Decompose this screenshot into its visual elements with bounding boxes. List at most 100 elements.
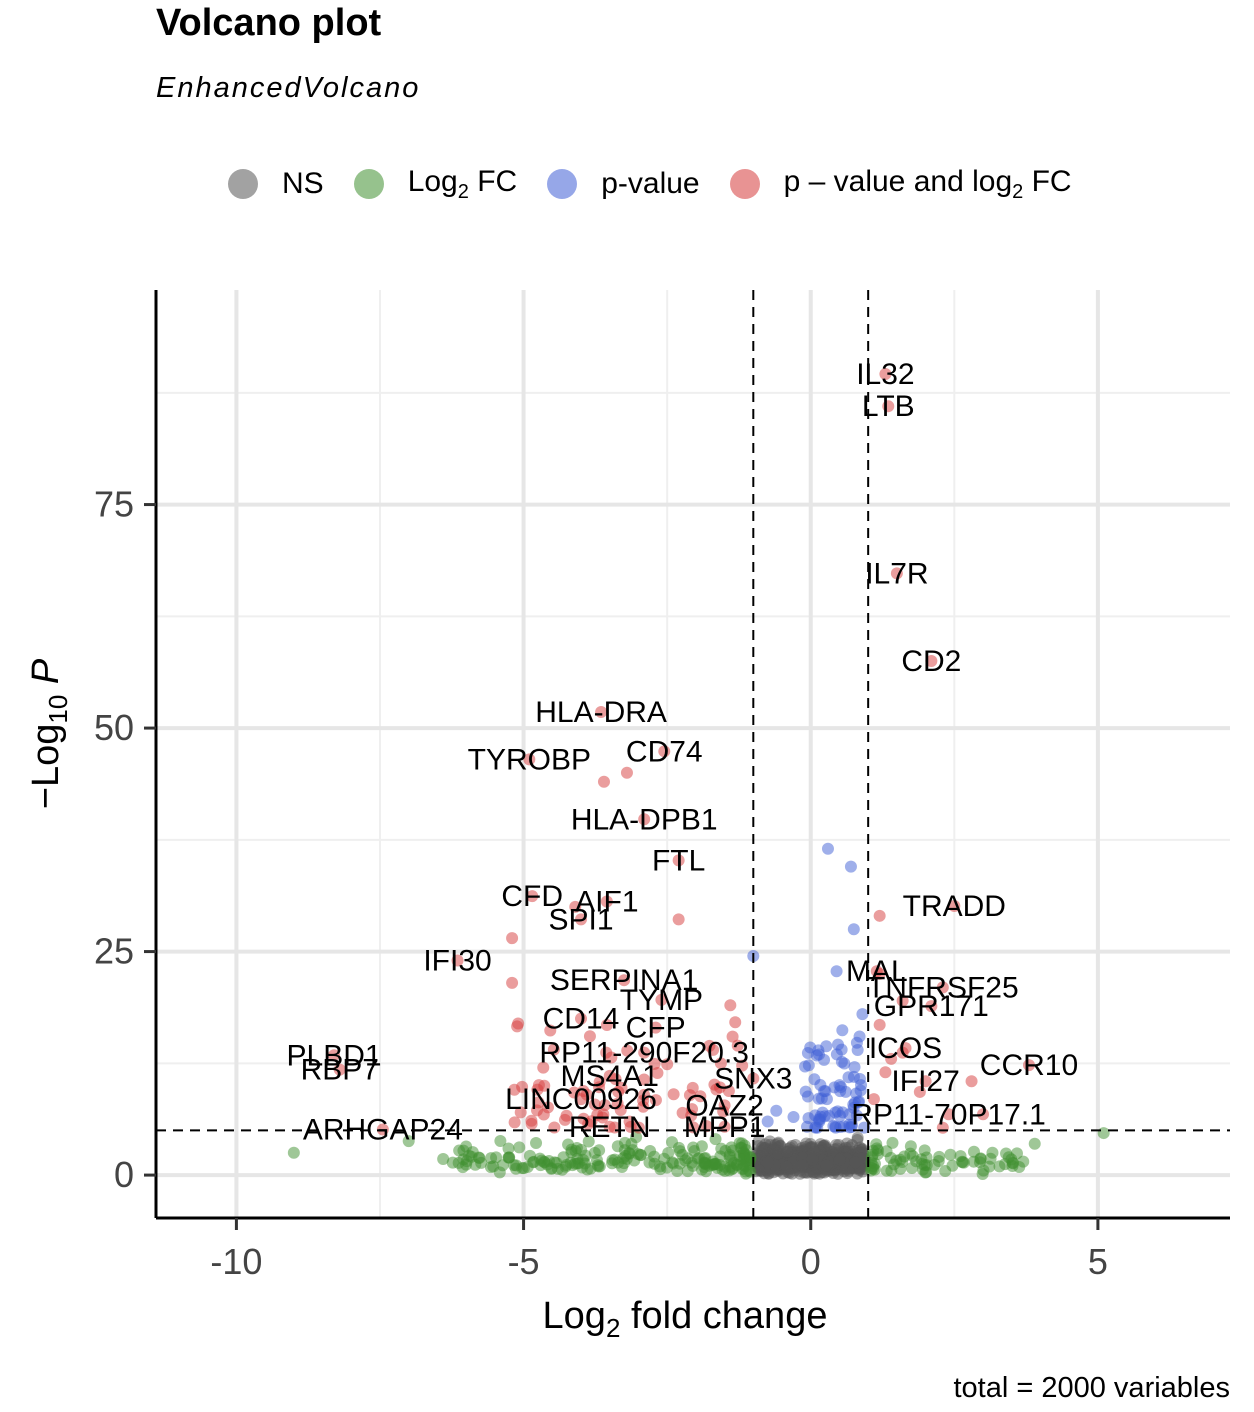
- gene-label: SNX3: [714, 1063, 792, 1096]
- point-p-fc: [618, 974, 631, 987]
- legend-item-log2fc: Log2 FC: [353, 165, 517, 204]
- y-tick-label: 50: [94, 707, 134, 748]
- point-p: [836, 1024, 849, 1037]
- x-tick-label: -5: [508, 1241, 540, 1282]
- point-p-fc: [328, 1049, 341, 1062]
- point-fc: [513, 1141, 526, 1154]
- point-fc: [939, 1165, 952, 1178]
- gene-label: SERPINA1: [550, 964, 698, 997]
- point-p-fc: [577, 1112, 590, 1125]
- point-fc: [933, 1150, 946, 1163]
- chart-title: Volcano plot: [156, 2, 382, 44]
- point-p-fc: [541, 1101, 554, 1114]
- point-fc: [503, 1151, 516, 1164]
- point-p-fc: [603, 1069, 616, 1082]
- point-p-fc: [870, 965, 883, 978]
- point-p: [787, 1110, 800, 1123]
- point-fc: [898, 1150, 911, 1163]
- point-fc: [977, 1164, 990, 1177]
- point-p-fc: [637, 1094, 650, 1107]
- point-p: [850, 1087, 863, 1100]
- point-fc: [560, 1159, 573, 1172]
- point-p-fc: [661, 1058, 674, 1071]
- x-tick-label: -10: [210, 1241, 262, 1282]
- point-p: [848, 1096, 861, 1109]
- point-p-fc: [873, 909, 886, 922]
- point-fc: [673, 1145, 686, 1158]
- point-p-fc: [523, 753, 536, 766]
- point-fc: [918, 1159, 931, 1172]
- point-p-fc: [506, 976, 519, 989]
- point-p-fc: [638, 1073, 651, 1086]
- gene-label: MS4A1: [561, 1060, 659, 1093]
- point-p-fc: [942, 1108, 955, 1121]
- point-fc: [885, 1164, 898, 1177]
- point-p: [818, 1053, 831, 1066]
- point-p-fc: [525, 1117, 538, 1130]
- point-ns: [851, 1131, 864, 1144]
- point-fc: [713, 1159, 726, 1172]
- point-p-fc: [1022, 1059, 1035, 1072]
- legend-item-pvalue: p-value: [547, 167, 700, 201]
- point-fc: [562, 1138, 575, 1151]
- point-p: [813, 1115, 826, 1128]
- gene-label: RBP7: [301, 1054, 379, 1087]
- point-p-fc: [593, 1081, 606, 1094]
- point-fc: [1028, 1137, 1041, 1150]
- legend-label-pvalue: p-value: [601, 167, 700, 200]
- point-fc: [1017, 1155, 1030, 1168]
- point-p-fc: [508, 1116, 521, 1129]
- point-p-fc: [600, 1019, 613, 1032]
- point-p-fc: [597, 1108, 610, 1121]
- gene-label: AIF1: [575, 886, 638, 919]
- point-fc: [685, 1156, 698, 1169]
- point-p: [821, 842, 834, 855]
- point-fc: [626, 1144, 639, 1157]
- point-p-fc: [649, 1021, 662, 1034]
- point-p-fc: [879, 1066, 892, 1079]
- point-p: [761, 1115, 774, 1128]
- point-p-fc: [620, 766, 633, 779]
- point-p: [802, 1059, 815, 1072]
- point-p-fc: [925, 655, 938, 668]
- point-fc: [723, 1149, 736, 1162]
- point-fc: [665, 1136, 678, 1149]
- point-p-fc: [710, 1083, 723, 1096]
- point-p: [842, 1071, 855, 1084]
- point-fc: [984, 1152, 997, 1165]
- point-fc: [487, 1160, 500, 1173]
- point-p: [835, 1055, 848, 1068]
- point-fc: [870, 1138, 883, 1151]
- point-fc: [527, 1155, 540, 1168]
- point-p-fc: [977, 1108, 990, 1121]
- point-fc: [618, 1136, 631, 1149]
- point-fc: [548, 1156, 561, 1169]
- gene-label: PLBD1: [287, 1039, 382, 1072]
- gene-label: FTL: [652, 844, 705, 877]
- x-axis-title: Log2 fold change: [543, 1295, 828, 1343]
- point-p-fc: [722, 1085, 735, 1098]
- point-fc: [402, 1135, 415, 1148]
- point-p-fc: [936, 981, 949, 994]
- point-p: [843, 1121, 856, 1134]
- point-fc: [662, 1146, 675, 1159]
- point-fc: [744, 1151, 757, 1164]
- point-ns: [832, 1138, 845, 1151]
- point-fc: [509, 1162, 522, 1175]
- gene-label: CD14: [543, 1003, 620, 1036]
- point-p-fc: [569, 900, 582, 913]
- point-fc: [667, 1157, 680, 1170]
- point-p-fc: [655, 993, 668, 1006]
- gene-label: TNFRSF25: [867, 971, 1019, 1004]
- point-p: [770, 1104, 783, 1117]
- point-p-fc: [597, 775, 610, 788]
- point-fc: [734, 1153, 747, 1166]
- gene-label: TYMP: [620, 984, 703, 1017]
- point-fc: [530, 1136, 543, 1149]
- point-fc: [446, 1156, 459, 1169]
- point-fc: [494, 1134, 507, 1147]
- gene-label: MAL: [846, 955, 908, 988]
- x-tick-label: 5: [1088, 1241, 1108, 1282]
- gene-label: IL32: [856, 358, 914, 391]
- point-p-fc: [588, 1098, 601, 1111]
